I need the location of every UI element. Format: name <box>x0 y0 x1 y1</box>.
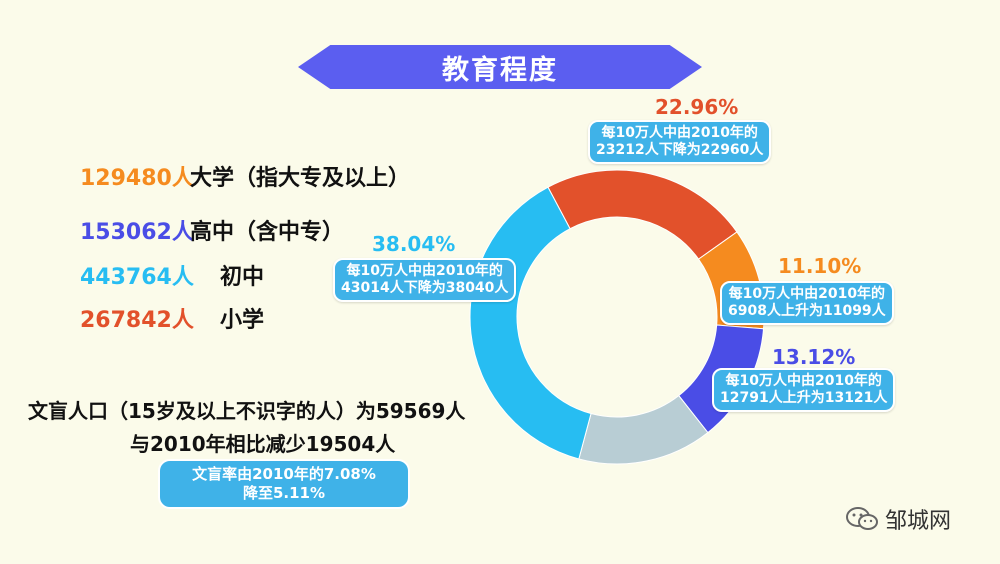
legend-value: 153062人 <box>80 220 194 245</box>
watermark-text: 邹城网 <box>885 509 952 534</box>
legend-value: 129480人 <box>80 166 194 191</box>
watermark: 邹城网 <box>845 503 951 535</box>
callout-college: 每10万人中由2010年的 6908人上升为11099人 <box>720 281 894 325</box>
callout-line: 每10万人中由2010年的 <box>728 286 886 302</box>
slice-pct-junior: 38.04% <box>372 232 456 256</box>
callout-line: 43014人下降为38040人 <box>341 280 509 296</box>
legend-label: 小学 <box>220 308 265 333</box>
legend-item-senior: 153062人高中（含中专） <box>80 214 344 246</box>
callout-primary: 每10万人中由2010年的 23212人下降为22960人 <box>588 120 772 164</box>
legend-label: 大学（指大专及以上） <box>190 166 411 191</box>
title-banner: 教育程度 <box>298 45 702 89</box>
legend-item-college: 129480人大学（指大专及以上） <box>80 160 410 192</box>
legend-item-junior: 443764人 初中 <box>80 259 264 291</box>
callout-line: 12791人上升为13121人 <box>720 390 888 406</box>
legend-value: 443764人 <box>80 265 194 290</box>
illiteracy-rate-line: 文盲率由2010年的7.08% <box>192 465 376 483</box>
callout-line: 23212人下降为22960人 <box>596 142 764 158</box>
legend-label: 高中（含中专） <box>190 220 345 245</box>
legend-label: 初中 <box>220 265 265 290</box>
callout-line: 每10万人中由2010年的 <box>725 373 882 389</box>
donut-slice <box>469 186 592 460</box>
callout-senior: 每10万人中由2010年的 12791人上升为13121人 <box>712 368 896 412</box>
slice-pct-senior: 13.12% <box>772 345 856 369</box>
wechat-icon <box>846 507 878 530</box>
callout-line: 每10万人中由2010年的 <box>346 263 503 279</box>
slice-pct-college: 11.10% <box>778 254 862 278</box>
legend-value: 267842人 <box>80 308 194 333</box>
page-title: 教育程度 <box>442 54 558 86</box>
illiteracy-rate-line: 降至5.11% <box>242 484 326 502</box>
callout-line: 每10万人中由2010年的 <box>601 125 758 141</box>
slice-pct-primary: 22.96% <box>655 95 739 119</box>
callout-junior: 每10万人中由2010年的 43014人下降为38040人 <box>333 258 517 302</box>
callout-line: 6908人上升为11099人 <box>728 303 886 319</box>
illiteracy-line1: 文盲人口（15岁及以上不识字的人）为59569人 <box>28 399 466 423</box>
illiteracy-rate-box: 文盲率由2010年的7.08% 降至5.11% <box>158 459 410 509</box>
illiteracy-line2: 与2010年相比减少19504人 <box>130 432 396 456</box>
legend-item-primary: 267842人 小学 <box>80 302 264 334</box>
donut-slice <box>547 169 738 260</box>
